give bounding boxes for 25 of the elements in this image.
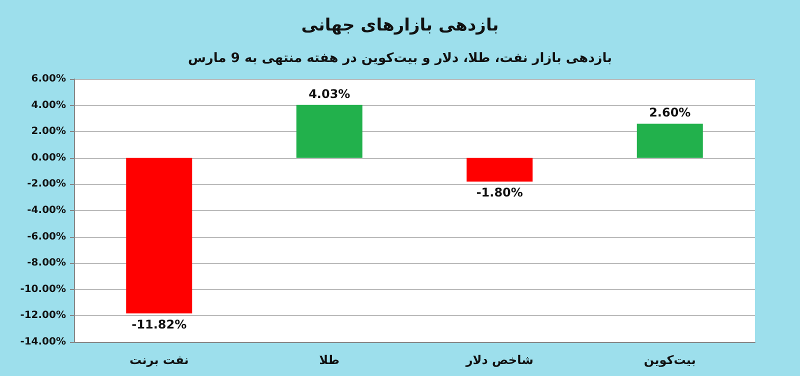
y-tick-label: -8.00% bbox=[27, 258, 66, 269]
y-tick-label: 6.00% bbox=[31, 74, 66, 84]
chart-title: بازدهی بازارهای جهانی bbox=[301, 16, 499, 36]
y-tick-label: -4.00% bbox=[27, 205, 66, 216]
y-tick-label: -6.00% bbox=[27, 231, 66, 242]
bar bbox=[126, 158, 192, 314]
bar bbox=[466, 158, 533, 182]
x-tick-label: شاخص دلار bbox=[464, 353, 534, 367]
bar bbox=[296, 104, 362, 158]
y-tick-label: -2.00% bbox=[27, 178, 66, 190]
y-tick-label: -12.00% bbox=[20, 310, 66, 322]
data-label: -1.80% bbox=[476, 186, 523, 200]
y-tick-label: 0.00% bbox=[31, 152, 66, 164]
data-label: 4.03% bbox=[308, 86, 350, 101]
y-tick-label: 4.00% bbox=[31, 100, 66, 111]
data-label: -11.82% bbox=[132, 317, 187, 332]
x-tick-label: نفت برنت bbox=[130, 353, 189, 367]
y-tick-label: -10.00% bbox=[20, 284, 66, 295]
chart-subtitle: بازدهی بازار نفت، طلا، دلار و بیت‌کوین در هفته منتهی به 9 مارس bbox=[188, 51, 612, 66]
x-tick-label: بیت‌کوین bbox=[644, 353, 696, 367]
y-tick-label: -14.00% bbox=[20, 336, 66, 348]
y-tick-label: 2.00% bbox=[31, 126, 66, 138]
data-label: 2.60% bbox=[649, 106, 691, 120]
bar bbox=[636, 124, 703, 158]
x-tick-label: طلا bbox=[319, 353, 340, 367]
